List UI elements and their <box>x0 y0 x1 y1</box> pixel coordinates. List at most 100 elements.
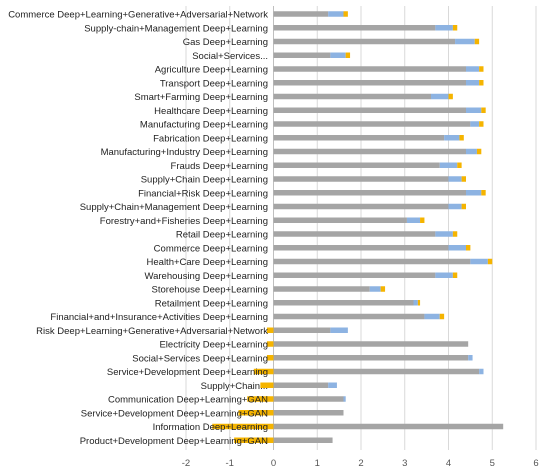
bar-segment <box>273 93 431 100</box>
bar-segment <box>273 410 344 416</box>
bar-segment <box>424 313 440 320</box>
bar-segment <box>273 423 504 430</box>
bar-segment <box>273 66 466 72</box>
category-label: Financial+Risk Deep+Learning <box>138 188 268 199</box>
category-label: Service+Development Deep+Learning <box>107 367 268 378</box>
category-label: Communication Deep+Learning+GAN <box>108 395 268 406</box>
bar-segment <box>273 176 449 182</box>
bar-segment <box>238 410 274 416</box>
bar-segment <box>468 355 473 361</box>
bar-segment <box>266 327 274 333</box>
category-label: Fabrication Deep+Learning <box>153 133 268 144</box>
bar-segment <box>273 162 440 168</box>
category-label: Forestry+and+Fisheries Deep+Learning <box>100 216 268 227</box>
bar-segment <box>439 313 445 320</box>
x-tick-label: 0 <box>271 458 276 469</box>
bar-segment <box>328 11 344 17</box>
bar-segment <box>273 313 425 320</box>
x-tick-label: 4 <box>446 458 451 469</box>
bar-segment <box>470 121 480 127</box>
bar-segment <box>481 107 486 113</box>
bar-segment <box>452 25 458 31</box>
bar-segment <box>479 80 484 86</box>
bar-segment <box>479 66 484 72</box>
bar-segment <box>273 121 471 127</box>
bar-segment <box>234 437 274 443</box>
x-tick-label: 5 <box>490 458 495 469</box>
bar-segment <box>330 52 346 58</box>
bar-segment <box>448 176 462 182</box>
bar-segment <box>448 245 466 251</box>
bar-segment <box>487 258 493 265</box>
bar-segment <box>474 38 480 45</box>
category-label: Retail Deep+Learning <box>176 230 268 241</box>
bar-segment <box>273 190 466 196</box>
bar-segment <box>273 107 466 113</box>
bar-segment <box>444 135 460 141</box>
bar-segment <box>461 203 466 210</box>
bar-segment <box>273 217 407 223</box>
category-label: Supply-chain+Management Deep+Learning <box>84 23 268 34</box>
category-label: Transport Deep+Learning <box>160 78 268 89</box>
bar-segment <box>253 368 274 375</box>
bar-segment <box>273 25 436 31</box>
bar-segment <box>273 396 344 402</box>
bar-segment <box>273 437 333 443</box>
category-label: Warehousing Deep+Learning <box>145 271 269 282</box>
bar-segment <box>435 231 453 237</box>
bar-segment <box>273 300 414 306</box>
category-label: Storehouse Deep+Learning <box>152 285 268 296</box>
category-label: Agriculture Deep+Learning <box>155 65 268 76</box>
bar-segment <box>345 52 351 58</box>
bar-segment <box>273 258 471 265</box>
bar-segment <box>466 245 471 251</box>
category-label: Gas Deep+Learning <box>183 37 268 48</box>
bar-segment <box>479 121 484 127</box>
category-label: Healthcare Deep+Learning <box>154 106 268 117</box>
category-label: Health+Care Deep+Learning <box>147 257 268 268</box>
bar-segment <box>435 272 453 278</box>
bar-segment <box>273 327 331 333</box>
bar-segment <box>273 52 331 58</box>
bar-segment <box>273 80 466 86</box>
category-label: Supply+Chain+Management Deep+Learning <box>80 202 268 213</box>
bar-segment <box>380 286 386 292</box>
bar-segment <box>212 423 274 430</box>
bar-segment <box>476 148 482 155</box>
category-label: Risk Deep+Learning+Generative+Adversaria… <box>36 326 268 337</box>
bar-segment <box>459 135 464 141</box>
category-label: Social+Services Deep+Learning <box>132 353 268 364</box>
x-axis-tick-labels: -2 -1 0 1 2 3 4 5 6 <box>182 458 539 469</box>
bar-segment <box>328 382 337 388</box>
bar-segment <box>273 135 445 141</box>
bar-segment <box>457 162 462 168</box>
bar-segment <box>420 217 425 223</box>
category-label: Social+Services... <box>192 51 268 62</box>
bar-segment <box>466 107 482 113</box>
x-tick-label: 3 <box>402 458 407 469</box>
bar-segment <box>448 203 462 210</box>
category-label: Supply+Chain... <box>201 381 268 392</box>
bar-segment <box>266 341 274 347</box>
bar-segment <box>431 93 449 100</box>
bar-segment <box>413 300 418 306</box>
bar-segment <box>455 38 475 45</box>
bar-segment <box>273 382 329 388</box>
category-label: Supply+Chain Deep+Learning <box>141 175 268 186</box>
bar-segment <box>273 38 456 45</box>
bar-segment <box>273 203 449 210</box>
bar-segment <box>343 11 348 17</box>
bar-segment <box>435 25 453 31</box>
bar-segment <box>343 396 346 402</box>
bar-segment <box>466 190 482 196</box>
bar-segment <box>273 231 436 237</box>
bar-segment <box>439 162 458 168</box>
category-label: Product+Development Deep+Learning+GAN <box>80 436 268 447</box>
category-label: Smart+Farming Deep+Learning <box>134 92 268 103</box>
bar-segment <box>273 355 469 361</box>
category-label: Commerce Deep+Learning+Generative+Advers… <box>8 10 268 21</box>
category-labels: Commerce Deep+Learning+Generative+Advers… <box>8 10 268 447</box>
bar-segment <box>417 300 421 306</box>
x-tick-label: 1 <box>315 458 320 469</box>
